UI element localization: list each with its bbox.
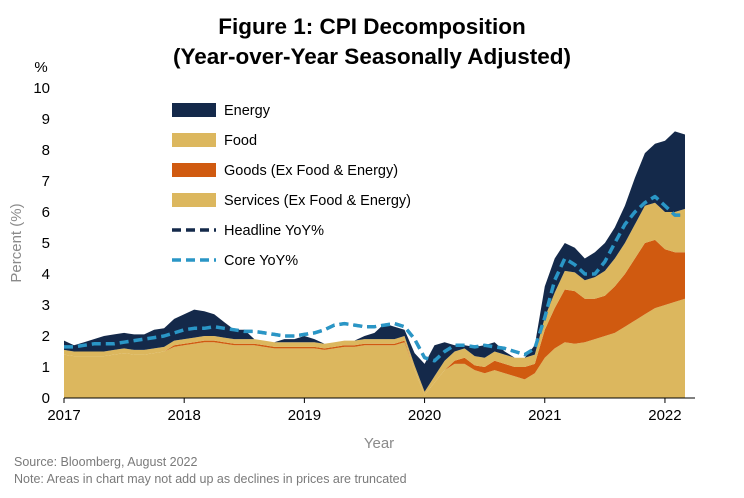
y-tick-label: 9	[42, 111, 50, 128]
y-unit-label: %	[34, 59, 47, 76]
legend-label-goods: Goods (Ex Food & Energy)	[224, 163, 398, 179]
legend-item-services: Services (Ex Food & Energy)	[172, 193, 411, 209]
y-tick-label: 7	[42, 173, 50, 190]
y-tick-label: 0	[42, 390, 50, 407]
chart-title: Figure 1: CPI Decomposition	[218, 14, 526, 39]
x-tick-label: 2020	[408, 407, 441, 424]
legend-swatch-food	[172, 133, 216, 147]
legend-swatch-energy	[172, 103, 216, 117]
legend-item-headline: Headline YoY%	[172, 223, 324, 239]
legend-label-services: Services (Ex Food & Energy)	[224, 193, 411, 209]
x-tick-label: 2018	[168, 407, 201, 424]
line-core	[64, 194, 685, 363]
x-tick-label: 2017	[47, 407, 80, 424]
y-tick-label: 5	[42, 235, 50, 252]
y-tick-label: 4	[42, 266, 50, 283]
y-tick-label: 10	[33, 80, 50, 97]
y-tick-label: 1	[42, 359, 50, 376]
yoy-lines	[64, 194, 685, 363]
x-axis-title: Year	[364, 435, 394, 452]
legend-label-food: Food	[224, 133, 257, 149]
x-tick-label: 2019	[288, 407, 321, 424]
legend-item-food: Food	[172, 133, 257, 149]
legend-item-goods: Goods (Ex Food & Energy)	[172, 163, 398, 179]
area-services	[64, 298, 685, 398]
x-tick-label: 2021	[528, 407, 561, 424]
y-tick-label: 3	[42, 297, 50, 314]
y-tick-label: 8	[42, 142, 50, 159]
y-tick-label: 6	[42, 204, 50, 221]
legend-label-headline: Headline YoY%	[224, 223, 324, 239]
note-footnote: Note: Areas in chart may not add up as d…	[14, 472, 407, 486]
legend-label-energy: Energy	[224, 103, 271, 119]
area-goods	[64, 239, 685, 395]
legend-label-core: Core YoY%	[224, 253, 298, 269]
legend-item-energy: Energy	[172, 103, 271, 119]
y-tick-label: 2	[42, 328, 50, 345]
chart-subtitle: (Year-over-Year Seasonally Adjusted)	[173, 44, 571, 69]
source-footnote: Source: Bloomberg, August 2022	[14, 455, 198, 469]
x-tick-label: 2022	[648, 407, 681, 424]
legend-item-core: Core YoY%	[172, 253, 298, 269]
legend-swatch-goods	[172, 163, 216, 177]
legend: Energy Food Goods (Ex Food & Energy) Servic…	[172, 103, 411, 269]
y-axis-title: Percent (%)	[8, 203, 25, 282]
legend-swatch-services	[172, 193, 216, 207]
axes: 0 1 2 3 4 5 6 7 8 9 10 2017 2018 2019 2020 2021 2022	[33, 80, 695, 424]
